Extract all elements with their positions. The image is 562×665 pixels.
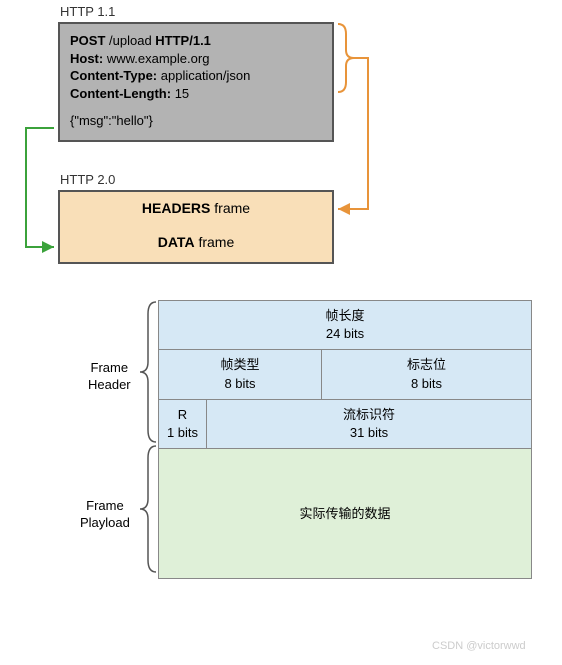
table-row: 帧长度 24 bits (159, 301, 532, 350)
payload-text: 实际传输的数据 (163, 505, 527, 523)
table-row: 实际传输的数据 (159, 449, 532, 579)
table-row: R 1 bits 流标识符 31 bits (159, 399, 532, 448)
frame-header-l2: Header (88, 377, 131, 394)
frame-payload-l1: Frame (80, 498, 130, 515)
frame-type-l2: 8 bits (163, 375, 317, 393)
watermark: CSDN @victorwwd (432, 640, 526, 652)
flags-l1: 标志位 (326, 356, 527, 374)
table-row: 帧类型 8 bits 标志位 8 bits (159, 350, 532, 399)
frame-type-cell: 帧类型 8 bits (159, 350, 322, 399)
frame-length-cell: 帧长度 24 bits (159, 301, 532, 350)
payload-cell: 实际传输的数据 (159, 449, 532, 579)
stream-id-cell: 流标识符 31 bits (207, 399, 532, 448)
r-l1: R (163, 406, 202, 424)
frame-length-l2: 24 bits (163, 325, 527, 343)
r-l2: 1 bits (163, 424, 202, 442)
frame-type-l1: 帧类型 (163, 356, 317, 374)
brace-header-icon (138, 300, 158, 444)
frame-header-l1: Frame (88, 360, 131, 377)
green-arrow-icon (0, 0, 562, 280)
stream-l2: 31 bits (211, 424, 527, 442)
flags-cell: 标志位 8 bits (322, 350, 532, 399)
frame-header-label: Frame Header (88, 360, 131, 394)
frame-payload-label: Frame Playload (80, 498, 130, 532)
frame-structure-table: 帧长度 24 bits 帧类型 8 bits 标志位 8 bits R 1 bi… (158, 300, 532, 579)
flags-l2: 8 bits (326, 375, 527, 393)
brace-payload-icon (138, 444, 158, 574)
stream-l1: 流标识符 (211, 406, 527, 424)
frame-payload-l2: Playload (80, 515, 130, 532)
frame-length-l1: 帧长度 (163, 307, 527, 325)
r-cell: R 1 bits (159, 399, 207, 448)
